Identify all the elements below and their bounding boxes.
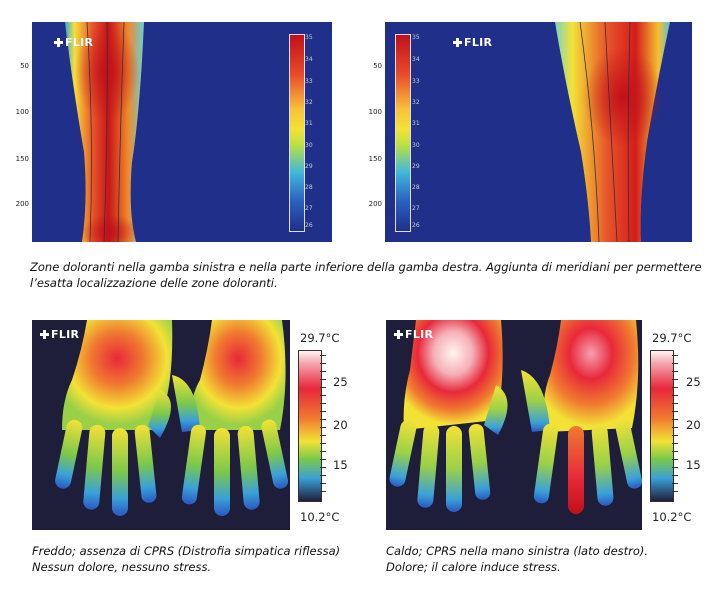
scale-label: 28	[305, 184, 313, 191]
scale-label: 26	[305, 222, 313, 229]
flir-logo: FLIR	[394, 328, 433, 341]
scale-tick-marks	[320, 355, 326, 495]
y-tick-200: 200	[368, 200, 382, 208]
leg-caption-line2: l’esatta localizzazione delle zone dolor…	[30, 276, 278, 290]
scale-label: 32	[412, 99, 420, 106]
hands-warm-caption: Caldo; CPRS nella mano sinistra (lato de…	[386, 543, 716, 575]
scale-tick-15: 15	[686, 458, 701, 472]
hands-warm-caption-line1: Caldo; CPRS nella mano sinistra (lato de…	[386, 544, 649, 558]
color-scale-bar	[289, 34, 305, 232]
flir-mark-icon	[40, 330, 49, 339]
flir-mark-icon	[394, 330, 403, 339]
leg-caption-line1: Zone doloranti nella gamba sinistra e ne…	[30, 260, 702, 274]
scale-min-label: 10.2°C	[300, 510, 340, 524]
scale-label: 35	[305, 34, 313, 41]
color-scale-bar	[298, 350, 322, 502]
scale-label: 33	[412, 78, 420, 85]
scale-min-label: 10.2°C	[652, 510, 692, 524]
y-tick-150: 150	[368, 155, 382, 163]
leg-right-thermal-svg	[555, 22, 670, 242]
scale-label: 31	[305, 120, 313, 127]
scale-tick-15: 15	[333, 458, 348, 472]
flir-mark-icon	[54, 38, 63, 47]
scale-max-label: 29.7°C	[652, 331, 692, 345]
scale-label: 34	[412, 56, 420, 63]
thermal-image-leg-right: FLIR 35 34 33 32 31 30 29 28 27 26	[385, 22, 692, 242]
thermal-image-leg-left: FLIR 35 34 33 32 31 30 29 28 27 26	[32, 22, 332, 242]
scale-label: 33	[305, 78, 313, 85]
scale-label: 31	[412, 120, 420, 127]
y-tick-200: 200	[15, 200, 29, 208]
scale-label: 35	[412, 34, 420, 41]
y-tick-50: 50	[20, 62, 29, 70]
y-tick-100: 100	[15, 108, 29, 116]
scale-label: 30	[305, 142, 313, 149]
y-tick-100: 100	[368, 108, 382, 116]
scale-max-label: 29.7°C	[300, 331, 340, 345]
hands-warm-thermal-svg	[389, 320, 642, 514]
scale-label: 26	[412, 222, 420, 229]
scale-tick-25: 25	[686, 375, 701, 389]
scale-label: 28	[412, 184, 420, 191]
scale-tick-marks	[672, 355, 678, 495]
flir-mark-icon	[453, 38, 462, 47]
scale-label: 27	[412, 205, 420, 212]
thermal-image-hands-cold: FLIR	[32, 320, 290, 530]
leg-left-thermal-svg	[65, 22, 144, 242]
hands-cold-caption: Freddo; assenza di CPRS (Distrofia simpa…	[32, 543, 362, 575]
color-scale-bar	[395, 34, 411, 232]
scale-label: 27	[305, 205, 313, 212]
flir-logo: FLIR	[54, 36, 93, 49]
scale-tick-25: 25	[333, 375, 348, 389]
scale-label: 29	[412, 163, 420, 170]
flir-logo: FLIR	[453, 36, 492, 49]
scale-label: 32	[305, 99, 313, 106]
scale-label: 34	[305, 56, 313, 63]
hands-cold-caption-line1: Freddo; assenza di CPRS (Distrofia simpa…	[32, 544, 341, 558]
leg-caption: Zone doloranti nella gamba sinistra e ne…	[30, 259, 710, 291]
scale-label: 30	[412, 142, 420, 149]
scale-tick-20: 20	[333, 418, 348, 432]
color-scale-bar	[650, 350, 674, 502]
scale-label: 29	[305, 163, 313, 170]
hands-cold-thermal-svg	[55, 320, 289, 516]
y-tick-150: 150	[15, 155, 29, 163]
hands-cold-caption-line2: Nessun dolore, nessuno stress.	[32, 560, 212, 574]
hands-warm-caption-line2: Dolore; il calore induce stress.	[386, 560, 561, 574]
flir-logo: FLIR	[40, 328, 79, 341]
y-tick-50: 50	[373, 62, 382, 70]
scale-tick-20: 20	[686, 418, 701, 432]
thermal-image-hands-warm: FLIR	[386, 320, 642, 530]
